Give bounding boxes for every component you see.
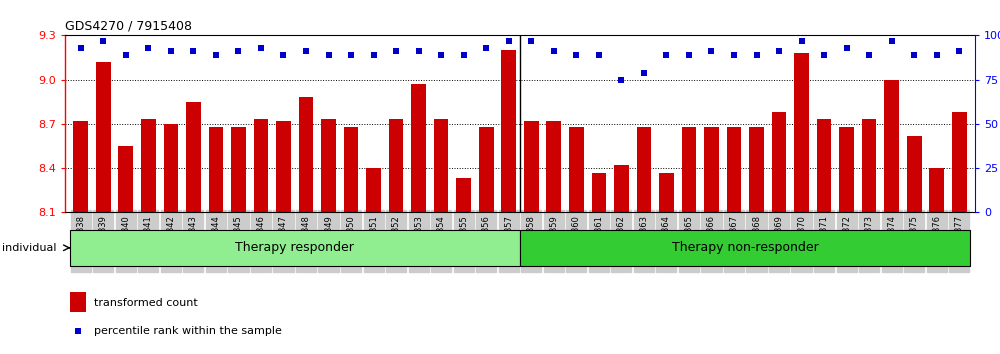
Bar xyxy=(411,84,426,212)
Bar xyxy=(321,120,336,212)
Point xyxy=(591,52,607,58)
Point xyxy=(636,70,652,75)
Point xyxy=(95,38,111,44)
Text: individual: individual xyxy=(2,243,56,253)
Bar xyxy=(231,127,246,212)
Point xyxy=(343,52,359,58)
Point xyxy=(906,52,922,58)
Point xyxy=(366,52,382,58)
Bar xyxy=(96,62,111,212)
Bar xyxy=(70,292,86,312)
Point xyxy=(275,52,291,58)
Point xyxy=(726,52,742,58)
Bar xyxy=(952,112,967,212)
Bar xyxy=(520,230,970,266)
Point xyxy=(568,52,584,58)
Point xyxy=(230,48,246,54)
Bar xyxy=(141,120,156,212)
Point xyxy=(298,48,314,54)
Point xyxy=(163,48,179,54)
Point xyxy=(771,48,787,54)
Point xyxy=(749,52,765,58)
Bar xyxy=(186,102,201,212)
Bar xyxy=(794,53,809,212)
Point xyxy=(411,48,427,54)
Bar xyxy=(456,178,471,212)
Bar xyxy=(70,230,520,266)
Bar xyxy=(434,120,448,212)
Point xyxy=(839,45,855,51)
Point xyxy=(884,38,900,44)
Bar xyxy=(614,165,629,212)
Bar xyxy=(569,127,584,212)
Bar xyxy=(862,120,876,212)
Bar xyxy=(118,146,133,212)
Text: Therapy non-responder: Therapy non-responder xyxy=(672,241,819,254)
Point xyxy=(816,52,832,58)
Bar xyxy=(501,50,516,212)
Bar xyxy=(907,136,922,212)
Bar xyxy=(164,124,178,212)
Point xyxy=(613,77,629,82)
Bar xyxy=(254,120,268,212)
Point xyxy=(456,52,472,58)
Bar xyxy=(592,173,606,212)
Point xyxy=(478,45,494,51)
Point xyxy=(433,52,449,58)
Bar xyxy=(884,80,899,212)
Bar xyxy=(366,168,381,212)
Point xyxy=(73,45,89,51)
Point xyxy=(140,45,156,51)
Bar xyxy=(772,112,786,212)
Point xyxy=(388,48,404,54)
Point xyxy=(501,38,517,44)
Bar xyxy=(817,120,831,212)
Point xyxy=(118,52,134,58)
Point xyxy=(253,45,269,51)
Bar xyxy=(727,127,741,212)
Point xyxy=(523,38,539,44)
Bar xyxy=(749,127,764,212)
Bar xyxy=(659,173,674,212)
Bar xyxy=(276,121,291,212)
Text: transformed count: transformed count xyxy=(94,298,198,308)
Point xyxy=(658,52,674,58)
Point xyxy=(951,48,967,54)
Text: Therapy responder: Therapy responder xyxy=(235,241,354,254)
Bar xyxy=(344,127,358,212)
Point xyxy=(185,48,201,54)
Bar xyxy=(839,127,854,212)
Point xyxy=(321,52,337,58)
Point xyxy=(681,52,697,58)
Bar xyxy=(479,127,494,212)
Point xyxy=(546,48,562,54)
Text: percentile rank within the sample: percentile rank within the sample xyxy=(94,326,282,336)
Bar xyxy=(299,97,313,212)
Bar xyxy=(389,120,403,212)
Bar xyxy=(637,127,651,212)
Text: GDS4270 / 7915408: GDS4270 / 7915408 xyxy=(65,20,192,33)
Bar xyxy=(209,127,223,212)
Bar xyxy=(546,121,561,212)
Bar xyxy=(929,168,944,212)
Bar xyxy=(682,127,696,212)
Bar xyxy=(524,121,539,212)
Bar xyxy=(73,121,88,212)
Point xyxy=(794,38,810,44)
Point xyxy=(861,52,877,58)
Point xyxy=(70,328,86,334)
Point xyxy=(703,48,719,54)
Point xyxy=(208,52,224,58)
Point xyxy=(929,52,945,58)
Bar xyxy=(704,127,719,212)
